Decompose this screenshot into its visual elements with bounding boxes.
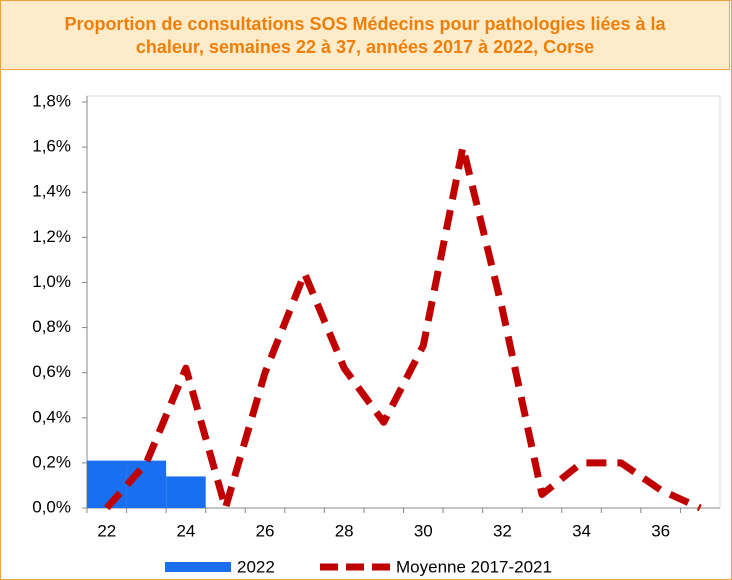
y-tick-label: 1,2% bbox=[32, 227, 71, 246]
x-tick-label: 28 bbox=[335, 521, 354, 540]
legend-label: 2022 bbox=[237, 557, 275, 576]
y-tick-label: 1,6% bbox=[32, 137, 71, 156]
y-tick-label: 0,4% bbox=[32, 407, 71, 426]
y-tick-label: 0,6% bbox=[32, 362, 71, 381]
line bbox=[104, 143, 702, 512]
y-tick-label: 1,4% bbox=[32, 182, 71, 201]
bar bbox=[166, 476, 206, 508]
legend-label: Moyenne 2017-2021 bbox=[396, 557, 552, 576]
y-tick-label: 0,0% bbox=[32, 497, 71, 516]
plot-area bbox=[86, 95, 721, 509]
chart-title: Proportion de consultations SOS Médecins… bbox=[0, 0, 730, 70]
bar bbox=[126, 460, 167, 508]
x-tick-label: 32 bbox=[493, 521, 512, 540]
x-tick-label: 30 bbox=[414, 521, 433, 540]
y-tick-label: 0,8% bbox=[32, 317, 71, 336]
y-tick-label: 1,8% bbox=[32, 91, 71, 110]
x-tick-label: 34 bbox=[572, 521, 591, 540]
y-tick-label: 0,2% bbox=[32, 452, 71, 471]
x-tick-label: 24 bbox=[176, 521, 195, 540]
x-tick-label: 22 bbox=[97, 521, 116, 540]
x-tick-label: 36 bbox=[651, 521, 670, 540]
y-tick-label: 1,0% bbox=[32, 272, 71, 291]
x-tick-label: 26 bbox=[256, 521, 275, 540]
legend-swatch bbox=[165, 562, 231, 572]
bar bbox=[87, 460, 127, 508]
